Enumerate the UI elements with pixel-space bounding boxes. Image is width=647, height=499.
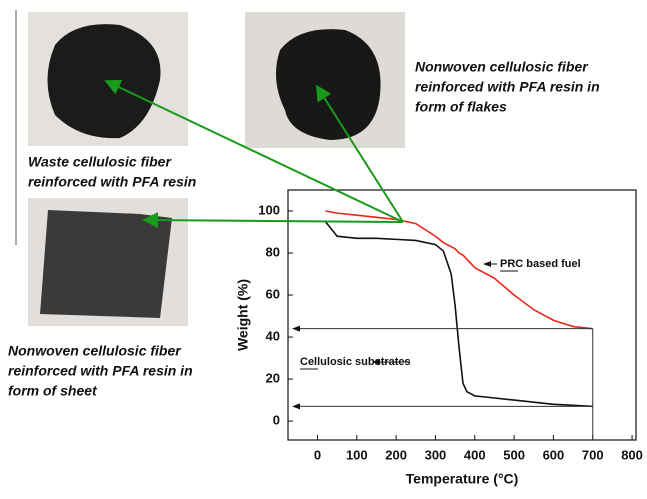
x-tick-label: 800	[621, 447, 643, 462]
x-tick-label: 0	[314, 447, 321, 462]
x-axis-label: Temperature (°C)	[406, 471, 519, 487]
y-tick-label: 0	[273, 413, 280, 428]
caption: reinforced with PFA resin in	[8, 363, 193, 379]
caption: Waste cellulosic fiber	[28, 154, 172, 170]
series-line	[324, 221, 593, 408]
photo-flakes	[245, 12, 405, 148]
y-tick-label: 60	[266, 286, 280, 301]
photo-sheet	[28, 198, 188, 326]
y-tick-label: 20	[266, 371, 280, 386]
series-label: Cellulosic substrates	[300, 356, 411, 368]
plot: 0 100 200 300 400 500 600 700 800 0 20 40 60 80 100 Tem…	[235, 189, 643, 487]
caption: Nonwoven cellulosic fiber	[415, 59, 589, 75]
caption: form of flakes	[415, 99, 507, 115]
y-axis-label: Weight (%)	[235, 279, 251, 351]
pointer-arrows	[104, 79, 404, 229]
series-label: PRC based fuel	[500, 258, 581, 270]
caption: form of sheet	[8, 383, 98, 399]
y-tick-label: 40	[266, 328, 280, 343]
series-line	[325, 210, 593, 330]
x-tick-label: 200	[385, 447, 407, 462]
y-tick-label: 100	[258, 202, 280, 217]
photo-waste	[28, 12, 188, 146]
x-tick-label: 400	[464, 447, 486, 462]
caption: Nonwoven cellulosic fiber	[8, 343, 182, 359]
caption: reinforced with PFA resin	[28, 174, 196, 190]
x-tick-label: 500	[503, 447, 525, 462]
x-tick-label: 700	[582, 447, 604, 462]
y-tick-label: 80	[266, 244, 280, 259]
x-tick-label: 600	[543, 447, 565, 462]
x-tick-label: 300	[425, 447, 447, 462]
plot-frame	[287, 189, 637, 441]
x-tick-label: 100	[346, 447, 368, 462]
caption: reinforced with PFA resin in	[415, 79, 600, 95]
